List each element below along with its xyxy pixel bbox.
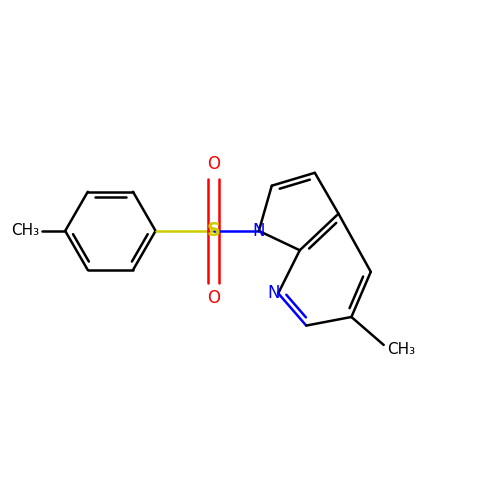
Text: CH₃: CH₃: [387, 342, 415, 357]
Text: O: O: [207, 289, 220, 307]
Text: CH₃: CH₃: [11, 223, 39, 239]
Text: N: N: [268, 285, 280, 302]
Text: S: S: [206, 221, 221, 240]
Text: O: O: [207, 155, 220, 173]
Text: N: N: [252, 222, 265, 240]
